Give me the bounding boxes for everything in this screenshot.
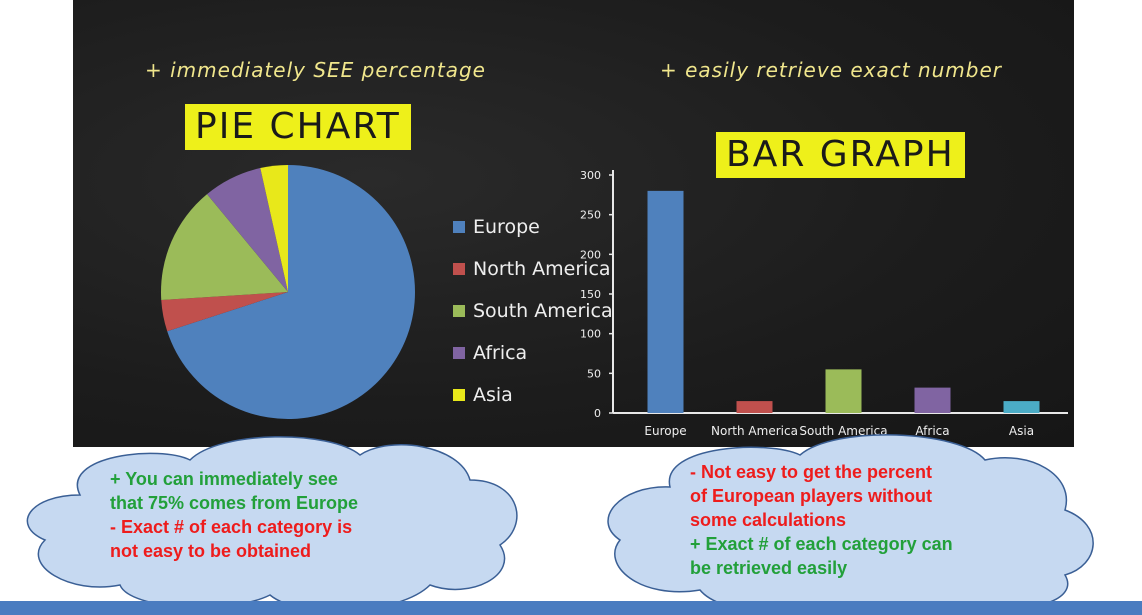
- pie-chart: [161, 165, 415, 420]
- cloud-left-line-2: that 75% comes from Europe: [110, 493, 359, 513]
- x-tick-label: Asia: [1009, 424, 1034, 438]
- bar-south-america: [825, 369, 862, 413]
- legend-label: Europe: [473, 216, 540, 238]
- cloud-right-line-1: - Not easy to get the percent: [690, 462, 933, 482]
- bar-hint: + easily retrieve exact number: [660, 58, 1003, 82]
- x-tick-label: Europe: [644, 424, 686, 438]
- pie-slice-europe: [167, 165, 415, 420]
- cloud-right-line-5: be retrieved easily: [690, 558, 848, 578]
- x-tick-label: Africa: [915, 424, 949, 438]
- y-tick-label: 100: [580, 328, 601, 341]
- legend-item-asia: Asia: [453, 384, 513, 406]
- legend-item-africa: Africa: [453, 342, 527, 364]
- legend-label: Asia: [473, 384, 513, 406]
- cloud-left-shape: [26, 436, 518, 612]
- cloud-left-line-4: not easy to be obtained: [110, 541, 312, 561]
- cloud-right-text: - Not easy to get the percent of Europea…: [690, 460, 953, 580]
- bar-asia: [1003, 401, 1040, 413]
- cloud-right-line-2: of European players without: [690, 486, 933, 506]
- cloud-left-text: + You can immediately see that 75% comes…: [110, 467, 358, 563]
- legend-swatch: [453, 263, 465, 275]
- cloud-right-line-3: some calculations: [690, 510, 847, 530]
- legend-swatch: [453, 221, 465, 233]
- bottom-accent-bar: [0, 601, 1142, 615]
- legend-swatch: [453, 389, 465, 401]
- x-tick-label: South America: [799, 424, 887, 438]
- bar-africa: [914, 387, 951, 413]
- pie-hint: + immediately SEE percentage: [145, 58, 486, 82]
- pie-slice-africa: [207, 168, 288, 292]
- legend-item-north-america: North America: [453, 258, 611, 280]
- cloud-left-line-1: + You can immediately see: [110, 469, 338, 489]
- legend-label: South America: [473, 300, 613, 322]
- cloud-right-line-4: + Exact # of each category can: [690, 534, 953, 554]
- legend-swatch: [453, 305, 465, 317]
- legend-item-europe: Europe: [453, 216, 540, 238]
- y-tick-label: 150: [580, 288, 601, 301]
- legend-swatch: [453, 347, 465, 359]
- bar-north-america: [736, 401, 773, 413]
- bar-europe: [647, 190, 684, 413]
- bar-graph-title: BAR GRAPH: [716, 132, 965, 178]
- chalkboard-image: + immediately SEE percentage PIE CHART +…: [73, 0, 1074, 447]
- cloud-left-line-3: - Exact # of each category is: [110, 517, 353, 537]
- bar-chart: 0 50 100 150 200 250 300 Europe North America Sou…: [580, 169, 1068, 438]
- x-tick-label: North America: [711, 424, 798, 438]
- pie-slice-asia: [260, 165, 288, 292]
- pie-chart-title: PIE CHART: [185, 104, 411, 150]
- legend-label: Africa: [473, 342, 528, 364]
- legend-label: North America: [473, 258, 611, 280]
- y-tick-label: 0: [594, 407, 601, 420]
- y-tick-label: 200: [580, 248, 601, 261]
- pie-slice-north-america: [161, 292, 288, 332]
- y-tick-label: 300: [580, 169, 601, 182]
- y-tick-label: 250: [580, 209, 601, 222]
- pie-slice-south-america: [161, 194, 288, 300]
- y-tick-label: 50: [587, 367, 601, 380]
- legend-item-south-america: South America: [453, 300, 613, 322]
